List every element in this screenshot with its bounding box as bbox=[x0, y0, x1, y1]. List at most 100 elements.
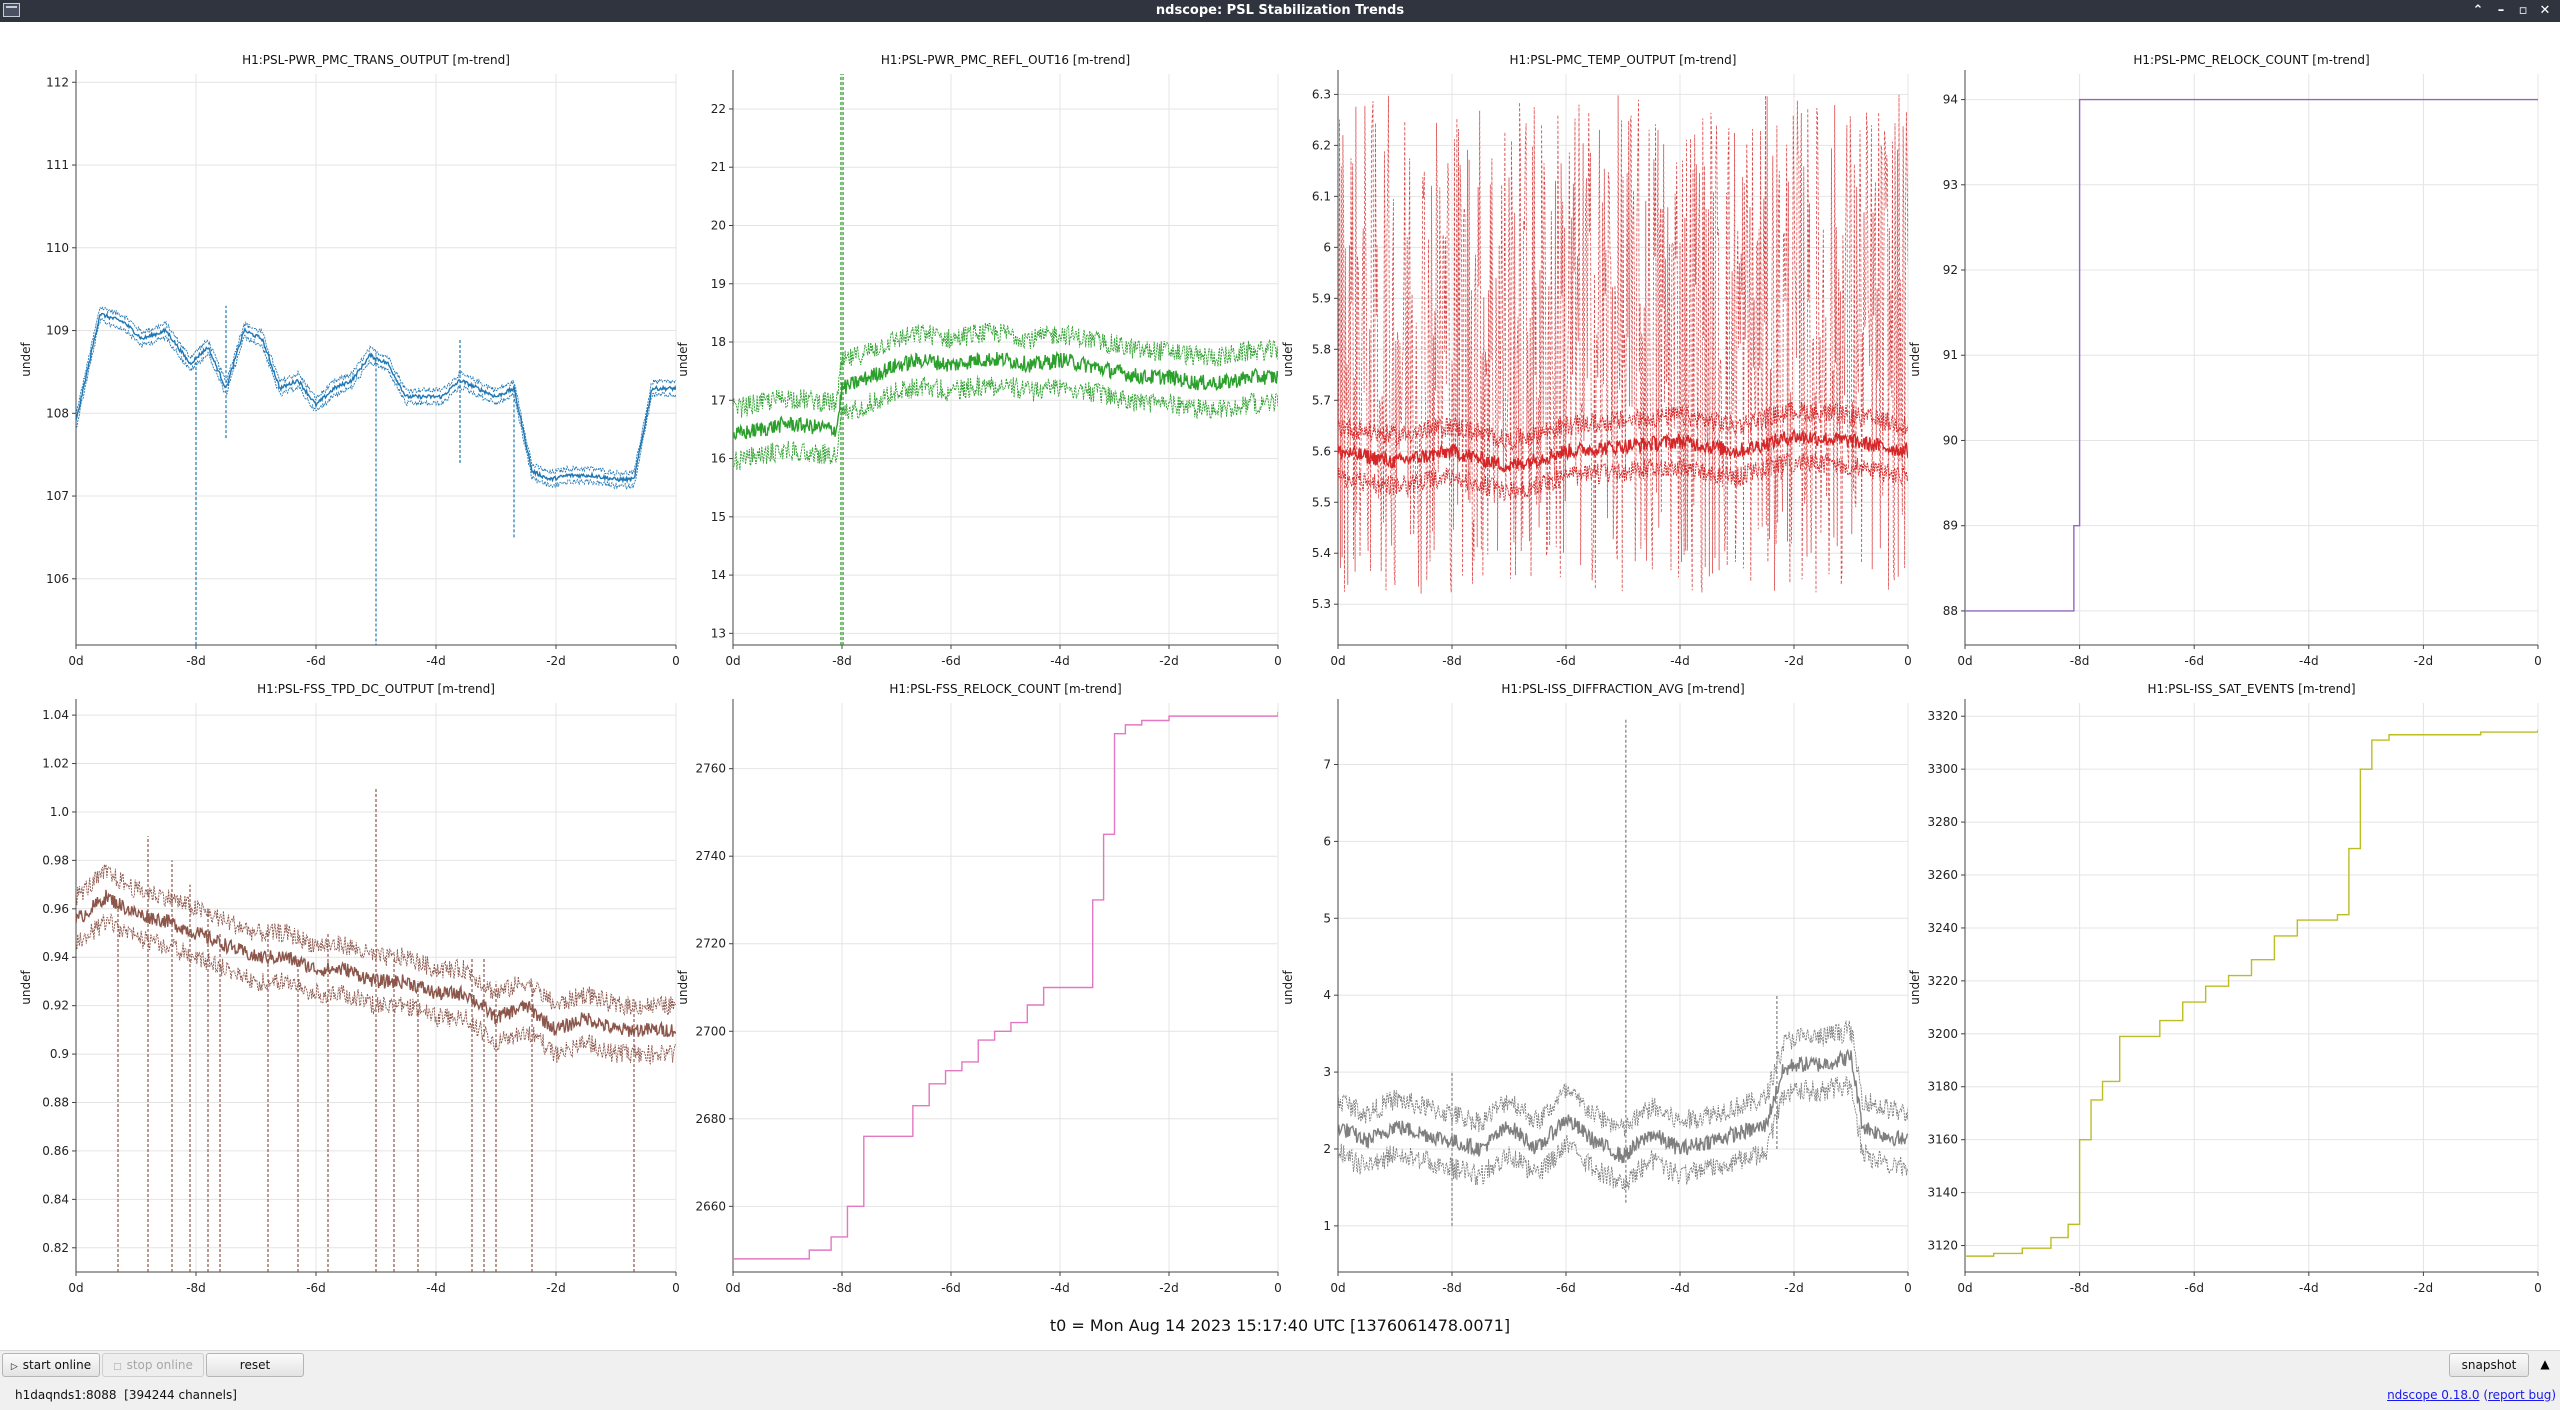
plot-grid-lines bbox=[732, 703, 1279, 1272]
series-envelope bbox=[1338, 94, 1908, 594]
series-min bbox=[733, 375, 1278, 471]
x-tick-label: -2d bbox=[2414, 654, 2434, 668]
series-group bbox=[1965, 98, 2538, 612]
y-tick-label: 108 bbox=[46, 406, 69, 420]
series-max bbox=[76, 864, 676, 1017]
y-tick-label: 3120 bbox=[1927, 1239, 1958, 1253]
x-tick-label: 0 bbox=[2534, 654, 2542, 668]
stop-online-button[interactable]: □ stop online bbox=[102, 1353, 204, 1377]
y-tick-label: 4 bbox=[1323, 988, 1331, 1002]
close-button[interactable]: ✕ bbox=[2539, 3, 2551, 18]
series-min bbox=[1338, 1075, 1908, 1191]
y-tick-label: 0.98 bbox=[42, 853, 69, 867]
start-online-button[interactable]: ▷ start online bbox=[2, 1353, 100, 1377]
version-link[interactable]: ndscope 0.18.0 bbox=[2387, 1388, 2480, 1402]
y-tick-label: 0.84 bbox=[42, 1192, 69, 1206]
y-tick-label: 107 bbox=[46, 489, 69, 503]
y-tick-label: 7 bbox=[1323, 758, 1331, 772]
y-tick-label: 94 bbox=[1943, 93, 1958, 107]
shade-button[interactable]: ⌃ bbox=[2472, 3, 2484, 18]
x-tick-label: -8d bbox=[186, 654, 206, 668]
y-tick-label: 90 bbox=[1943, 433, 1958, 447]
x-tick-label: -2d bbox=[1159, 654, 1179, 668]
series-group bbox=[1965, 729, 2538, 1257]
x-tick-label: 0d bbox=[68, 1281, 83, 1295]
x-tick-label: -4d bbox=[1050, 1281, 1070, 1295]
y-tick-label: 20 bbox=[711, 218, 726, 232]
x-tick-label: -6d bbox=[2184, 654, 2204, 668]
plot-panel-4: H1:PSL-PMC_RELOCK_COUNT [m-trend] 88 89 90 9… bbox=[1908, 53, 2542, 668]
series-group bbox=[1338, 94, 1908, 594]
x-tick-label: 0d bbox=[1957, 654, 1972, 668]
series-group bbox=[1338, 718, 1908, 1226]
x-tick-label: -2d bbox=[1784, 1281, 1804, 1295]
y-tick-label: 109 bbox=[46, 324, 69, 338]
y-tick-label: 3300 bbox=[1927, 762, 1958, 776]
x-tick-label: -8d bbox=[2070, 1281, 2090, 1295]
report-bug-link[interactable]: report bug bbox=[2488, 1388, 2552, 1402]
x-tick-label: -4d bbox=[426, 1281, 446, 1295]
y-tick-label: 89 bbox=[1943, 519, 1958, 533]
x-tick-label: -6d bbox=[306, 1281, 326, 1295]
plot-grid-lines bbox=[1964, 74, 2539, 645]
y-tick-label: 111 bbox=[46, 158, 69, 172]
series-line bbox=[1338, 1048, 1908, 1164]
y-tick-label: 6 bbox=[1323, 240, 1331, 254]
y-tick-label: 3220 bbox=[1927, 974, 1958, 988]
series-max bbox=[76, 306, 676, 477]
status-bar: h1daqnds1:8088 [394244 channels] bbox=[15, 1388, 237, 1402]
y-tick-label: 13 bbox=[711, 626, 726, 640]
plot-title: H1:PSL-ISS_DIFFRACTION_AVG [m-trend] bbox=[1501, 682, 1744, 696]
y-tick-label: 5.7 bbox=[1312, 393, 1331, 407]
x-tick-label: -8d bbox=[1442, 1281, 1462, 1295]
y-tick-label: 1 bbox=[1323, 1219, 1331, 1233]
plot-grid[interactable]: H1:PSL-PWR_PMC_TRANS_OUTPUT [m-trend]106… bbox=[0, 22, 2560, 1312]
series-min bbox=[1338, 452, 1908, 502]
plot-title: H1:PSL-PWR_PMC_REFL_OUT16 [m-trend] bbox=[881, 53, 1130, 67]
series-line bbox=[76, 312, 676, 484]
y-tick-label: 6.3 bbox=[1312, 87, 1331, 101]
plot-panel-6: H1:PSL-FSS_RELOCK_COUNT [m-trend] 2660 268… bbox=[676, 682, 1282, 1295]
plot-panel-1: H1:PSL-PWR_PMC_TRANS_OUTPUT [m-trend] 106… bbox=[19, 53, 680, 668]
y-tick-label: 91 bbox=[1943, 348, 1958, 362]
snapshot-button[interactable]: snapshot bbox=[2449, 1353, 2529, 1377]
x-tick-label: -6d bbox=[1556, 654, 1576, 668]
x-tick-label: -2d bbox=[2414, 1281, 2434, 1295]
reset-button[interactable]: reset bbox=[206, 1353, 304, 1377]
y-tick-label: 3260 bbox=[1927, 868, 1958, 882]
x-tick-label: -4d bbox=[426, 654, 446, 668]
plot-title: H1:PSL-FSS_TPD_DC_OUTPUT [m-trend] bbox=[257, 682, 495, 696]
y-tick-label: 5.8 bbox=[1312, 342, 1331, 356]
x-tick-label: -6d bbox=[941, 654, 961, 668]
plot-title: H1:PSL-ISS_SAT_EVENTS [m-trend] bbox=[2147, 682, 2355, 696]
y-tick-label: 14 bbox=[711, 568, 726, 582]
expand-arrow-icon[interactable]: ▲ bbox=[2540, 1357, 2550, 1371]
x-tick-label: 0d bbox=[1957, 1281, 1972, 1295]
x-tick-label: -6d bbox=[1556, 1281, 1576, 1295]
y-tick-label: 0.88 bbox=[42, 1096, 69, 1110]
start-online-label: start online bbox=[22, 1358, 92, 1372]
series-line bbox=[733, 350, 1278, 441]
x-tick-label: -6d bbox=[2184, 1281, 2204, 1295]
minimize-button[interactable]: – bbox=[2497, 3, 2505, 18]
y-tick-label: 0.82 bbox=[42, 1241, 69, 1255]
app-icon bbox=[3, 3, 20, 17]
channel-count: [394244 channels] bbox=[124, 1388, 237, 1402]
plot-title: H1:PSL-PMC_TEMP_OUTPUT [m-trend] bbox=[1510, 53, 1737, 67]
y-tick-label: 3 bbox=[1323, 1065, 1331, 1079]
x-tick-label: -4d bbox=[2299, 1281, 2319, 1295]
maximize-button[interactable]: ▫ bbox=[2518, 3, 2528, 18]
y-tick-label: 5.4 bbox=[1312, 546, 1331, 560]
stop-online-label: stop online bbox=[126, 1358, 193, 1372]
y-tick-label: 0.86 bbox=[42, 1144, 69, 1158]
y-tick-label: 0.9 bbox=[50, 1047, 69, 1061]
y-tick-label: 2660 bbox=[695, 1199, 726, 1213]
plot-panel-5: H1:PSL-FSS_TPD_DC_OUTPUT [m-trend] 0.82 0.… bbox=[19, 682, 680, 1295]
x-tick-label: 0 bbox=[672, 654, 680, 668]
series-line bbox=[1965, 729, 2538, 1257]
y-tick-label: 5.9 bbox=[1312, 291, 1331, 305]
x-tick-label: -2d bbox=[1784, 654, 1804, 668]
y-tick-label: 19 bbox=[711, 277, 726, 291]
x-tick-label: -4d bbox=[1670, 654, 1690, 668]
y-tick-label: 21 bbox=[711, 160, 726, 174]
